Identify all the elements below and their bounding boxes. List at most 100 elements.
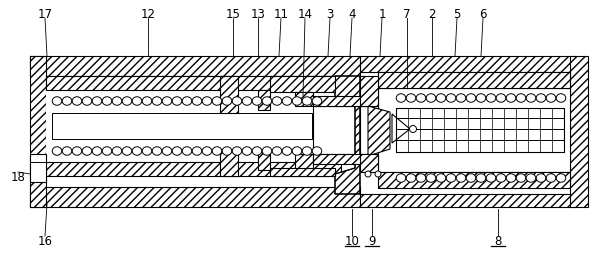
Ellipse shape (436, 94, 446, 103)
Polygon shape (335, 77, 360, 194)
Bar (30, 154, 46, 182)
Ellipse shape (223, 147, 232, 156)
Bar (313, 97, 368, 107)
Bar (396, 108, 564, 152)
Ellipse shape (292, 97, 302, 106)
Ellipse shape (312, 147, 322, 156)
Ellipse shape (112, 147, 122, 156)
Ellipse shape (142, 97, 152, 106)
Ellipse shape (82, 147, 92, 156)
Text: 4: 4 (349, 7, 356, 20)
Bar (360, 154, 378, 172)
Bar (30, 57, 360, 77)
Ellipse shape (406, 94, 415, 103)
Ellipse shape (252, 97, 262, 106)
Ellipse shape (426, 174, 436, 183)
Bar (313, 107, 368, 154)
Ellipse shape (546, 174, 556, 183)
Ellipse shape (466, 174, 476, 183)
Ellipse shape (496, 94, 506, 103)
Ellipse shape (103, 147, 112, 156)
Ellipse shape (232, 97, 242, 106)
Ellipse shape (72, 97, 82, 106)
Ellipse shape (302, 147, 312, 156)
Ellipse shape (132, 97, 142, 106)
Ellipse shape (162, 97, 172, 106)
Bar (220, 149, 238, 176)
Text: 6: 6 (479, 7, 487, 20)
Ellipse shape (486, 174, 496, 183)
Ellipse shape (212, 147, 222, 156)
Bar (220, 77, 238, 114)
Bar (30, 57, 46, 207)
Ellipse shape (103, 97, 112, 106)
Ellipse shape (292, 147, 302, 156)
Text: 15: 15 (226, 7, 241, 20)
Text: 8: 8 (494, 235, 502, 248)
Bar (378, 73, 570, 89)
Ellipse shape (182, 97, 192, 106)
Ellipse shape (223, 97, 232, 106)
Bar (570, 57, 588, 207)
Bar (295, 154, 313, 168)
Ellipse shape (202, 147, 212, 156)
Ellipse shape (507, 174, 516, 183)
Ellipse shape (92, 97, 102, 106)
Ellipse shape (152, 97, 162, 106)
Ellipse shape (52, 147, 62, 156)
Polygon shape (368, 107, 390, 156)
Ellipse shape (556, 174, 566, 183)
Text: 2: 2 (428, 7, 436, 20)
Ellipse shape (262, 147, 272, 156)
Ellipse shape (272, 97, 282, 106)
Circle shape (375, 171, 381, 177)
Ellipse shape (476, 174, 486, 183)
Ellipse shape (82, 97, 92, 106)
Text: 14: 14 (297, 7, 312, 20)
Ellipse shape (152, 147, 162, 156)
Ellipse shape (142, 147, 152, 156)
Bar (360, 77, 378, 107)
Bar (52, 114, 312, 139)
Ellipse shape (172, 97, 182, 106)
Ellipse shape (416, 174, 426, 183)
Bar (258, 152, 270, 170)
Bar (46, 77, 341, 91)
Ellipse shape (122, 97, 131, 106)
Ellipse shape (476, 94, 486, 103)
Ellipse shape (526, 174, 535, 183)
Ellipse shape (72, 147, 82, 156)
Text: 17: 17 (37, 7, 52, 20)
Ellipse shape (486, 94, 496, 103)
Circle shape (365, 171, 371, 177)
Bar (295, 93, 313, 107)
Ellipse shape (192, 147, 202, 156)
Ellipse shape (92, 147, 102, 156)
Ellipse shape (132, 147, 142, 156)
Ellipse shape (282, 147, 292, 156)
Ellipse shape (52, 97, 62, 106)
Ellipse shape (426, 94, 436, 103)
Ellipse shape (182, 147, 192, 156)
Ellipse shape (536, 174, 546, 183)
Ellipse shape (496, 174, 506, 183)
Text: 10: 10 (344, 235, 359, 248)
Ellipse shape (416, 94, 426, 103)
Bar (46, 162, 341, 176)
Text: 9: 9 (368, 235, 376, 248)
Ellipse shape (212, 97, 222, 106)
Bar (270, 77, 335, 93)
Ellipse shape (202, 97, 212, 106)
Ellipse shape (242, 97, 251, 106)
Bar (360, 194, 575, 207)
Text: 5: 5 (453, 7, 461, 20)
Text: 7: 7 (403, 7, 411, 20)
Ellipse shape (162, 147, 172, 156)
Ellipse shape (526, 94, 535, 103)
Text: 12: 12 (140, 7, 156, 20)
Ellipse shape (456, 94, 466, 103)
Text: 11: 11 (274, 7, 288, 20)
Ellipse shape (546, 94, 556, 103)
Ellipse shape (272, 147, 282, 156)
Bar (270, 168, 335, 176)
